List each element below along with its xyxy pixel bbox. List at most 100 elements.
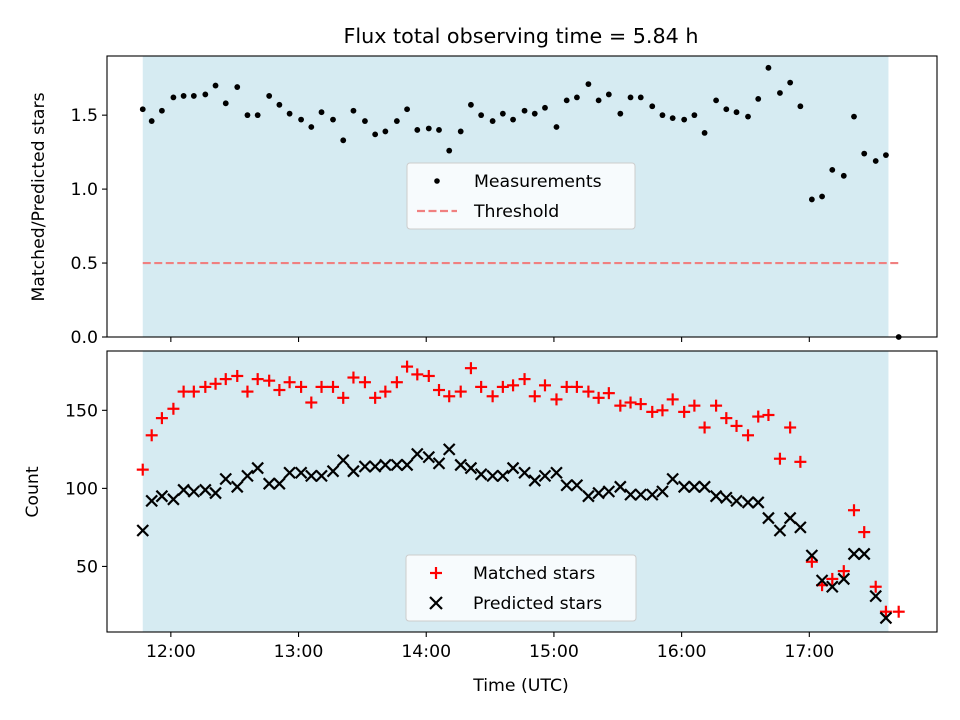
matched-star-point bbox=[805, 555, 818, 568]
measurement-point bbox=[797, 103, 804, 110]
measurement-point bbox=[585, 81, 592, 87]
matched-star-point bbox=[347, 371, 360, 384]
measurement-point bbox=[436, 127, 442, 133]
predicted-star-point bbox=[262, 477, 276, 490]
predicted-star-point bbox=[506, 461, 520, 475]
matched-star-point bbox=[742, 429, 755, 442]
predicted-star-point bbox=[869, 589, 882, 603]
matched-star-point bbox=[443, 390, 456, 403]
predicted-star-point bbox=[379, 458, 392, 472]
matched-star-point bbox=[656, 404, 669, 417]
matched-star-point bbox=[892, 605, 905, 618]
measurement-point bbox=[595, 97, 602, 104]
measurement-point bbox=[574, 94, 580, 101]
predicted-star-point bbox=[474, 468, 488, 481]
matched-star-point bbox=[422, 369, 435, 382]
predicted-star-point bbox=[730, 494, 743, 508]
matched-star-point bbox=[773, 452, 786, 465]
y-tick-label: 50 bbox=[76, 557, 98, 577]
matched-star-point bbox=[837, 565, 850, 578]
matched-star-point bbox=[879, 605, 892, 618]
legend-matched-marker bbox=[430, 567, 442, 579]
matched-star-point bbox=[570, 380, 583, 393]
measurement-point bbox=[649, 103, 656, 110]
predicted-star-point bbox=[155, 489, 169, 503]
y-tick-label: 1.5 bbox=[71, 106, 98, 126]
predicted-star-point bbox=[783, 511, 797, 525]
predicted-star-point bbox=[305, 469, 318, 483]
matched-star-point bbox=[486, 390, 499, 403]
predicted-star-point bbox=[145, 494, 158, 508]
measurement-point bbox=[446, 147, 453, 154]
matched-star-point bbox=[582, 385, 595, 398]
predicted-stars-points bbox=[136, 443, 893, 625]
predicted-star-point bbox=[666, 472, 679, 486]
measurement-point bbox=[318, 109, 325, 116]
matched-star-point bbox=[730, 419, 743, 432]
predicted-star-point bbox=[432, 457, 446, 470]
measurement-point bbox=[254, 112, 261, 119]
x-tick-label: 15:00 bbox=[529, 642, 579, 662]
measurement-point bbox=[840, 172, 847, 179]
matched-star-point bbox=[848, 504, 860, 517]
matched-star-point bbox=[155, 412, 168, 425]
measurement-point bbox=[521, 107, 528, 114]
matched-star-point bbox=[167, 402, 180, 415]
measurement-point bbox=[425, 125, 432, 132]
matched-star-point bbox=[869, 580, 882, 593]
matched-star-point bbox=[794, 455, 807, 468]
predicted-star-point bbox=[400, 458, 414, 472]
matched-star-point bbox=[263, 374, 276, 387]
predicted-star-point bbox=[815, 574, 829, 587]
x-tick-label: 17:00 bbox=[784, 642, 834, 662]
predicted-star-point bbox=[857, 547, 871, 561]
matched-star-point bbox=[624, 396, 637, 409]
matched-star-point bbox=[762, 409, 775, 422]
measurement-point bbox=[404, 106, 410, 113]
measurement-point bbox=[180, 93, 187, 99]
measurement-point bbox=[139, 106, 146, 113]
predicted-star-point bbox=[390, 458, 404, 472]
matched-star-point bbox=[295, 380, 308, 393]
predicted-star-point bbox=[762, 511, 775, 525]
measurement-point bbox=[563, 97, 570, 104]
measurement-point bbox=[851, 113, 857, 120]
matched-star-point bbox=[720, 412, 733, 425]
measurement-point bbox=[244, 112, 251, 119]
matched-star-point bbox=[219, 373, 232, 386]
predicted-star-point bbox=[837, 572, 851, 586]
measurement-point bbox=[202, 91, 209, 98]
x-tick-label: 13:00 bbox=[274, 642, 324, 662]
x-axis-label: Time (UTC) bbox=[472, 676, 569, 696]
predicted-star-point bbox=[358, 460, 372, 473]
matched-star-point bbox=[710, 399, 723, 412]
matched-star-point bbox=[283, 376, 296, 389]
predicted-star-point bbox=[422, 450, 436, 464]
predicted-star-point bbox=[698, 480, 711, 494]
matched-star-point bbox=[327, 380, 340, 393]
legend-matched-label: Matched stars bbox=[473, 564, 595, 584]
predicted-star-point bbox=[656, 485, 669, 498]
bottom-x-ticks: 12:00 13:00 14:00 15:00 16:00 17:00 bbox=[146, 632, 834, 662]
predicted-star-point bbox=[464, 461, 478, 475]
bottom-axes-frame bbox=[106, 350, 938, 633]
measurement-point bbox=[605, 91, 612, 98]
measurement-point bbox=[701, 130, 708, 136]
measurement-point bbox=[713, 97, 719, 104]
predicted-star-point bbox=[602, 485, 616, 498]
matched-star-point bbox=[273, 384, 286, 397]
predicted-star-point bbox=[570, 478, 584, 492]
matched-star-point bbox=[528, 390, 541, 403]
x-tick-label: 16:00 bbox=[657, 642, 707, 662]
matched-star-point bbox=[454, 385, 467, 398]
top-legend-box bbox=[406, 162, 636, 230]
matched-stars-points bbox=[136, 360, 905, 618]
measurement-point bbox=[787, 79, 794, 86]
measurement-point bbox=[212, 82, 219, 89]
predicted-star-point bbox=[582, 489, 595, 503]
predicted-star-point bbox=[251, 461, 264, 475]
measurement-point bbox=[765, 64, 772, 71]
predicted-star-point bbox=[677, 480, 691, 494]
measurement-point bbox=[531, 110, 538, 117]
predicted-star-point bbox=[209, 486, 222, 500]
